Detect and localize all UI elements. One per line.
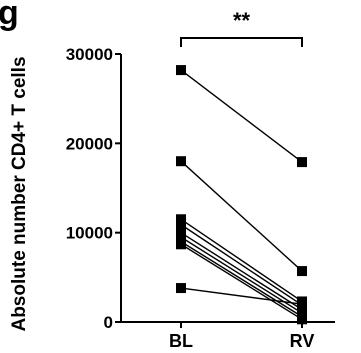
y-tick-label: 0 — [104, 313, 113, 332]
x-categories: BL RV — [169, 322, 314, 351]
y-tick-label: 20000 — [66, 134, 113, 153]
pair-line — [180, 236, 303, 314]
x-category-label: BL — [169, 331, 193, 351]
axes — [120, 54, 335, 323]
pair-line — [180, 69, 303, 163]
point-bl — [176, 239, 186, 250]
point-rv — [297, 314, 307, 325]
bracket-line — [180, 37, 303, 47]
point-bl — [176, 219, 186, 230]
pair-line — [180, 241, 303, 318]
point-bl — [176, 283, 186, 294]
x-category-label: RV — [290, 331, 315, 351]
point-rv — [297, 299, 307, 310]
significance-label: ** — [233, 8, 251, 33]
pair-line — [180, 218, 303, 303]
pair-line — [180, 160, 303, 272]
panel-label: g — [0, 0, 19, 32]
pair-line — [180, 243, 303, 320]
y-tick-label: 10000 — [66, 224, 113, 243]
y-ticks: 0 10000 20000 30000 — [66, 45, 121, 332]
point-bl — [176, 214, 186, 225]
pair-line — [180, 224, 303, 306]
point-bl — [176, 65, 186, 76]
pair-lines — [180, 69, 303, 320]
y-tick-label: 30000 — [66, 45, 113, 64]
pair-line — [180, 232, 303, 311]
y-axis-label: Absolute number CD4+ T cells — [9, 56, 30, 331]
pair-line — [180, 287, 303, 305]
point-rv — [297, 157, 307, 168]
point-rv — [297, 266, 307, 277]
point-bl — [176, 156, 186, 167]
data-points — [176, 65, 307, 325]
significance-bracket: ** — [180, 8, 303, 47]
